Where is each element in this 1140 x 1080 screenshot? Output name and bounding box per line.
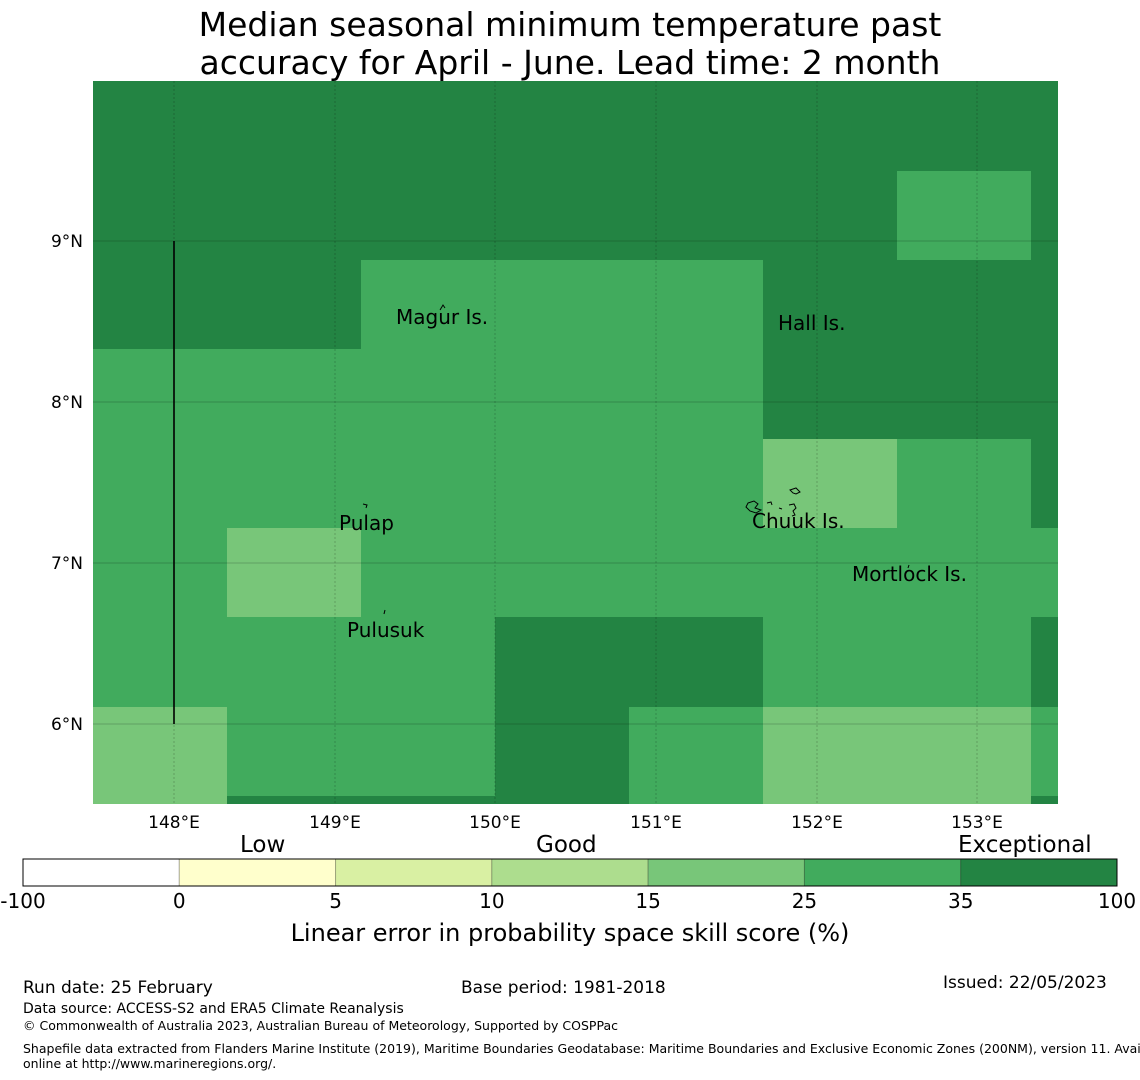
shapefile-credit-line-1: Shapefile data extracted from Flanders M…	[23, 1041, 1140, 1056]
colorbar-tick: 10	[479, 889, 505, 913]
data-source: Data source: ACCESS-S2 and ERA5 Climate …	[23, 1001, 404, 1017]
place-label-hall: Hall Is.	[778, 311, 846, 335]
issued-date: Issued: 22/05/2023	[943, 973, 1107, 993]
colorbar-tick: 15	[635, 889, 661, 913]
lat-label-9n: 9°N	[50, 232, 83, 252]
island-pulap	[362, 503, 368, 509]
legend-category-good: Good	[536, 832, 597, 858]
colorbar-segment	[803, 858, 962, 887]
run-date: Run date: 25 February	[23, 978, 213, 998]
colorbar-tick: -100	[0, 889, 46, 913]
colorbar-tick: 5	[329, 889, 342, 913]
colorbar	[22, 858, 1118, 887]
place-label-pulap: Pulap	[339, 511, 394, 535]
colorbar-border	[22, 858, 1118, 887]
island-mortlock	[907, 564, 910, 569]
island-outlines	[362, 304, 910, 615]
lon-label-151e: 151°E	[630, 813, 682, 833]
colorbar-segment	[335, 858, 493, 887]
lon-label-153e: 153°E	[951, 813, 1003, 833]
graticule	[93, 81, 1058, 804]
island-pulusuk	[383, 609, 386, 615]
colorbar-tick: 25	[791, 889, 818, 913]
colorbar-tick: 100	[1097, 889, 1137, 913]
colorbar-tick: 0	[172, 889, 186, 913]
colorbar-segment	[178, 858, 337, 887]
place-label-mortlock: Mortlock Is.	[852, 562, 967, 586]
lon-label-150e: 150°E	[469, 813, 521, 833]
island-chuuk-west	[745, 500, 763, 514]
cells-good	[93, 439, 1031, 804]
map-title-line-2: accuracy for April - June. Lead time: 2 …	[199, 43, 941, 82]
legend-category-exceptional: Exceptional	[958, 832, 1092, 858]
colorbar-tick: 35	[947, 889, 974, 913]
colorbar-segment	[647, 858, 805, 887]
lat-label-6n: 6°N	[50, 715, 83, 735]
island-chuuk-east	[789, 487, 801, 495]
legend-category-low: Low	[240, 832, 286, 858]
island-magur	[439, 304, 446, 311]
lon-label-149e: 149°E	[309, 813, 361, 833]
colorbar-segment	[960, 858, 1118, 887]
place-label-pulusuk: Pulusuk	[347, 618, 425, 642]
lat-label-7n: 7°N	[50, 554, 83, 574]
map-title-line-1: Median seasonal minimum temperature past	[198, 5, 942, 44]
lon-label-148e: 148°E	[148, 813, 200, 833]
colorbar-segment	[491, 858, 649, 887]
place-label-magur: Magur Is.	[396, 305, 489, 329]
colorbar-segment	[22, 858, 180, 887]
base-period: Base period: 1981-2018	[461, 978, 666, 998]
copyright: © Commonwealth of Australia 2023, Austra…	[23, 1018, 618, 1033]
colorbar-axis-label: Linear error in probability space skill …	[290, 919, 850, 947]
shapefile-credit-line-2: online at http://www.marineregions.org/.	[23, 1056, 277, 1071]
lat-label-8n: 8°N	[50, 393, 83, 413]
place-label-chuuk: Chuuk Is.	[752, 509, 845, 533]
lon-label-152e: 152°E	[791, 813, 843, 833]
